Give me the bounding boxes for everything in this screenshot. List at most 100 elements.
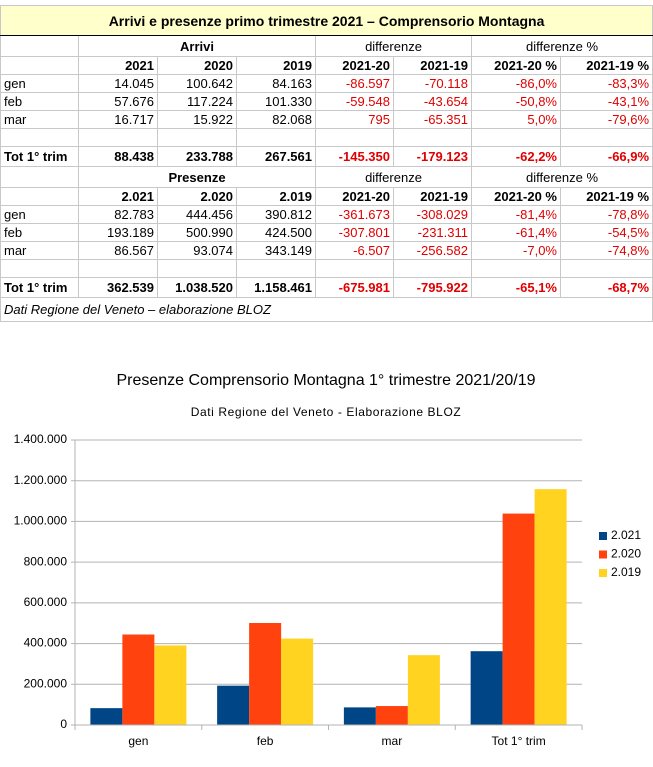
cell: -78,8% (559, 205, 653, 224)
cell: 82.068 (236, 110, 316, 129)
cell: 2021-20 (315, 56, 394, 75)
cell: -62,2% (471, 146, 561, 167)
cell: 2021-19 % (559, 187, 653, 206)
cell: 88.438 (78, 146, 158, 167)
empty-cell (559, 259, 653, 278)
empty-cell (0, 35, 79, 57)
cell: 14.045 (78, 74, 158, 93)
cell: -179.123 (393, 146, 472, 167)
y-tick-label: 0 (60, 717, 67, 731)
cell: -81,4% (471, 205, 561, 224)
cell: 2021-19 (393, 187, 472, 206)
data-row: mar 16.717 15.922 82.068 795 -65.351 5,0% -79,6… (0, 110, 653, 129)
cell: feb (0, 223, 79, 242)
cell: 390.812 (236, 205, 316, 224)
cell: 84.163 (236, 74, 316, 93)
cell: -59.548 (315, 92, 394, 111)
empty-cell (471, 259, 561, 278)
cell: -54,5% (559, 223, 653, 242)
empty-cell (471, 128, 561, 147)
chart-title: Presenze Comprensorio Montagna 1° trimes… (116, 372, 535, 389)
cell: 15.922 (157, 110, 237, 129)
cell: 444.456 (157, 205, 237, 224)
cell: -86.597 (315, 74, 394, 93)
empty-cell (393, 128, 472, 147)
title-row: Arrivi e presenze primo trimestre 2021 –… (0, 5, 653, 36)
cell: -307.801 (315, 223, 394, 242)
empty-cell (236, 259, 316, 278)
data-table: Arrivi e presenze primo trimestre 2021 –… (0, 5, 653, 322)
cell: 362.539 (78, 277, 158, 298)
cell: differenze (315, 35, 472, 57)
empty-cell (0, 259, 79, 278)
x-tick-label: feb (257, 734, 274, 748)
cell: 117.224 (157, 92, 237, 111)
legend-swatch (599, 532, 607, 540)
cell: gen (0, 74, 79, 93)
empty-row (0, 259, 653, 278)
bar (90, 708, 123, 725)
cell: -795.922 (393, 277, 472, 298)
y-tick-label: 400.000 (24, 636, 68, 650)
cell: -68,7% (559, 277, 653, 298)
bar (122, 634, 155, 725)
empty-cell (0, 128, 79, 147)
total-row: Tot 1° trim 362.539 1.038.520 1.158.461 -675… (0, 277, 653, 298)
cell: 2.021 (78, 187, 158, 206)
cell: -6.507 (315, 241, 394, 260)
chart-subtitle: Dati Regione del Veneto - Elaborazione B… (191, 405, 462, 419)
bar (470, 651, 503, 725)
cell: -43.654 (393, 92, 472, 111)
data-row: gen 82.783 444.456 390.812 -361.673 -308.029-… (0, 205, 653, 224)
cell: 101.330 (236, 92, 316, 111)
data-row: gen 14.045 100.642 84.163 -86.597 -70.118 -86,… (0, 74, 653, 93)
cell: Tot 1° trim (0, 277, 79, 298)
column-header-row: 2021 2020 2019 2021-20 2021-19 2021-20 % 2021-… (0, 56, 653, 75)
cell: 424.500 (236, 223, 316, 242)
bar (281, 638, 314, 725)
x-tick-label: mar (382, 734, 403, 748)
empty-cell (236, 128, 316, 147)
cell: 500.990 (157, 223, 237, 242)
cell: 57.676 (78, 92, 158, 111)
y-tick-label: 1.000.000 (14, 514, 68, 528)
cell: 2021-19 (393, 56, 472, 75)
column-header-row: 2.021 2.020 2.019 2021-20 2021-19 2021-20 % 20… (0, 187, 653, 206)
y-tick-label: 800.000 (24, 554, 68, 568)
cell: mar (0, 241, 79, 260)
note-row: Dati Regione del Veneto – elaborazione B… (0, 297, 653, 322)
cell: feb (0, 92, 79, 111)
cell: -675.981 (315, 277, 394, 298)
table-title: Arrivi e presenze primo trimestre 2021 –… (0, 5, 653, 36)
bar (343, 707, 376, 725)
cell: differenze (315, 166, 472, 188)
cell: 2021-20 % (471, 187, 561, 206)
cell: -231.311 (393, 223, 472, 242)
cell: 795 (315, 110, 394, 129)
cell: 2021-20 (315, 187, 394, 206)
empty-cell (0, 56, 79, 75)
cell: -66,9% (559, 146, 653, 167)
bar (534, 489, 567, 725)
legend-swatch (599, 550, 607, 559)
cell: Dati Regione del Veneto – elaborazione B… (0, 297, 653, 322)
cell: 2.019 (236, 187, 316, 206)
empty-cell (315, 259, 394, 278)
x-tick-label: Tot 1° trim (492, 734, 546, 748)
cell: differenze % (470, 166, 653, 188)
cell: 2020 (157, 56, 237, 75)
bar (375, 706, 408, 725)
cell: 193.189 (78, 223, 158, 242)
bar (217, 685, 250, 725)
cell: -83,3% (559, 74, 653, 93)
cell: -70.118 (393, 74, 472, 93)
empty-cell (0, 187, 79, 206)
cell: 93.074 (157, 241, 237, 260)
empty-cell (78, 259, 158, 278)
empty-cell (0, 166, 79, 188)
cell: 82.783 (78, 205, 158, 224)
empty-cell (393, 259, 472, 278)
cell: -43,1% (559, 92, 653, 111)
y-tick-label: 1.400.000 (14, 432, 68, 446)
legend-label: 2.019 (611, 565, 641, 579)
